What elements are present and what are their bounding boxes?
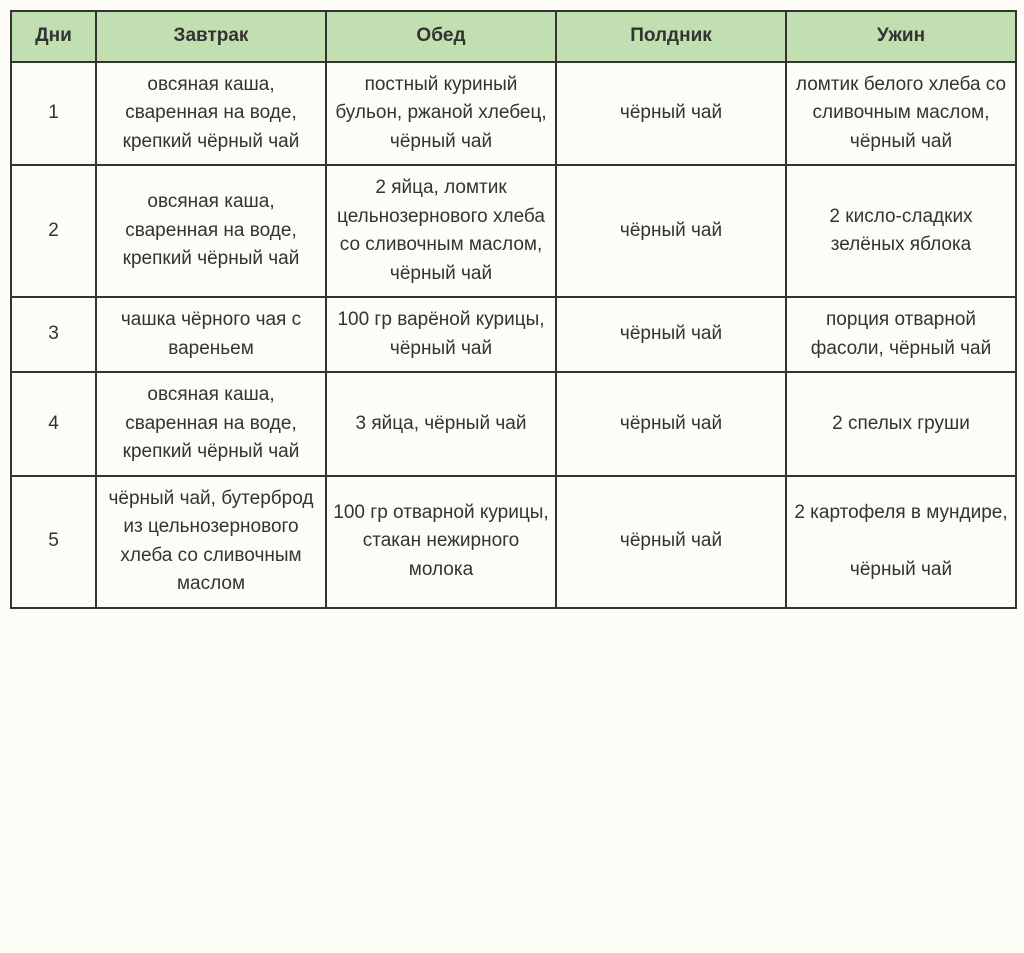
table-row: 2овсяная каша, сваренная на воде, крепки… [11, 165, 1016, 297]
meal-plan-table: Дни Завтрак Обед Полдник Ужин 1овсяная к… [10, 10, 1017, 609]
header-breakfast: Завтрак [96, 11, 326, 62]
header-lunch: Обед [326, 11, 556, 62]
table-header-row: Дни Завтрак Обед Полдник Ужин [11, 11, 1016, 62]
table-row: 4овсяная каша, сваренная на воде, крепки… [11, 372, 1016, 476]
cell-day: 2 [11, 165, 96, 297]
cell-breakfast: чёрный чай, бутерброд из цельнозернового… [96, 476, 326, 608]
cell-snack: чёрный чай [556, 476, 786, 608]
table-row: 3чашка чёрного чая с вареньем100 гр варё… [11, 297, 1016, 372]
cell-lunch: 100 гр варёной курицы, чёрный чай [326, 297, 556, 372]
header-snack: Полдник [556, 11, 786, 62]
cell-lunch: постный куриный бульон, ржаной хлебец, ч… [326, 62, 556, 166]
cell-lunch: 3 яйца, чёрный чай [326, 372, 556, 476]
cell-breakfast: овсяная каша, сваренная на воде, крепкий… [96, 62, 326, 166]
cell-snack: чёрный чай [556, 165, 786, 297]
cell-dinner: 2 кисло-сладких зелёных яблока [786, 165, 1016, 297]
cell-dinner: 2 картофеля в мундире,чёрный чай [786, 476, 1016, 608]
cell-day: 3 [11, 297, 96, 372]
cell-day: 4 [11, 372, 96, 476]
cell-breakfast: овсяная каша, сваренная на воде, крепкий… [96, 372, 326, 476]
header-dinner: Ужин [786, 11, 1016, 62]
header-day: Дни [11, 11, 96, 62]
table-row: 5чёрный чай, бутерброд из цельнозерновог… [11, 476, 1016, 608]
cell-dinner: порция отварной фасоли, чёрный чай [786, 297, 1016, 372]
cell-lunch: 100 гр отварной курицы, стакан нежирного… [326, 476, 556, 608]
cell-breakfast: чашка чёрного чая с вареньем [96, 297, 326, 372]
cell-snack: чёрный чай [556, 62, 786, 166]
table-body: 1овсяная каша, сваренная на воде, крепки… [11, 62, 1016, 608]
cell-lunch: 2 яйца, ломтик цельнозернового хлеба со … [326, 165, 556, 297]
cell-dinner: 2 спелых груши [786, 372, 1016, 476]
cell-snack: чёрный чай [556, 297, 786, 372]
cell-dinner: ломтик белого хлеба со сливочным маслом,… [786, 62, 1016, 166]
table-row: 1овсяная каша, сваренная на воде, крепки… [11, 62, 1016, 166]
cell-day: 1 [11, 62, 96, 166]
cell-snack: чёрный чай [556, 372, 786, 476]
cell-breakfast: овсяная каша, сваренная на воде, крепкий… [96, 165, 326, 297]
cell-day: 5 [11, 476, 96, 608]
